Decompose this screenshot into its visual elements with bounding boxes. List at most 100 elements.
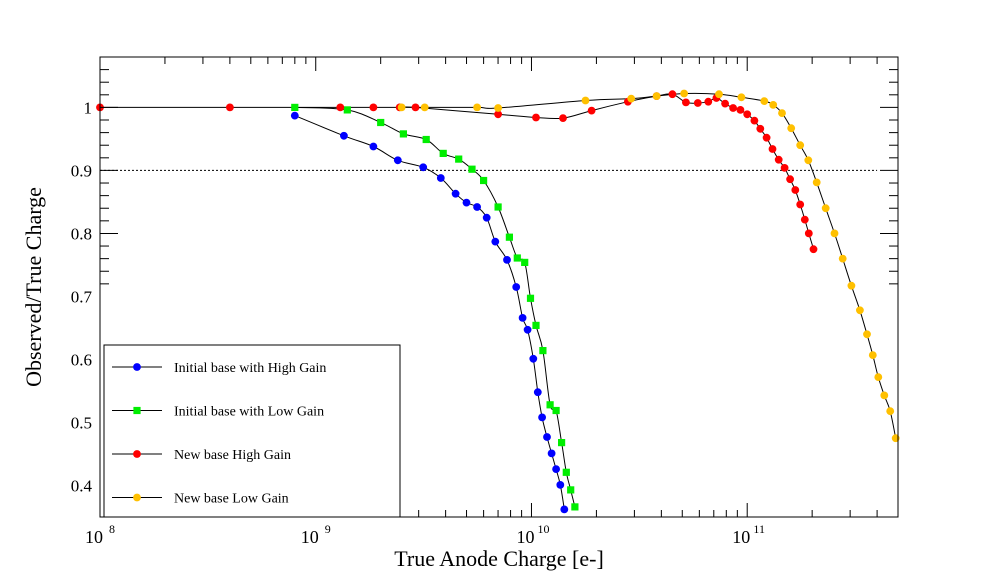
series-1-point-18 (538, 413, 546, 422)
series-2-point-16 (539, 347, 547, 355)
series-4-point-8 (680, 89, 688, 98)
series-1-point-10 (482, 213, 491, 222)
x-tick-label-exponent: 8 (109, 522, 115, 536)
series-1-point-11 (491, 237, 500, 246)
series-4-point-14 (787, 124, 796, 133)
series-line-4 (401, 92, 897, 439)
series-3-point-13 (668, 90, 677, 99)
series-2-point-4 (399, 130, 407, 138)
x-tick-label: 10 (85, 527, 103, 547)
series-3-point-10 (587, 106, 596, 115)
plot-frame (99, 56, 899, 518)
series-4-point-25 (874, 373, 883, 381)
plot-frame-group (99, 56, 899, 518)
legend-label-3: New base High Gain (174, 448, 291, 463)
series-3-point-14 (682, 98, 690, 107)
series-3-point-24 (762, 133, 771, 142)
series-line-2 (294, 106, 576, 508)
series-2-point-17 (546, 401, 554, 409)
series-4-point-23 (863, 330, 871, 339)
series-2-point-3 (377, 118, 385, 127)
legend-marker-3 (133, 450, 141, 458)
legend-marker-2 (133, 406, 141, 415)
series-3-point-9 (559, 114, 567, 122)
x-tick-label-exponent: 10 (537, 522, 549, 536)
series-1-point-2 (340, 131, 348, 140)
x-tick-label: 10 (301, 527, 319, 547)
series-3-point-30 (796, 200, 805, 209)
series-4-point-12 (769, 101, 778, 109)
series-1-point-3 (369, 142, 378, 151)
series-4-point-2 (420, 103, 429, 112)
series-4-point-7 (652, 92, 661, 100)
series-3-point-4 (369, 103, 378, 112)
y-tick-label: 0.5 (71, 413, 92, 432)
series-2-point-14 (526, 294, 535, 302)
series-2-point-2 (343, 106, 351, 114)
series-3-point-21 (743, 110, 752, 119)
legend-box (103, 344, 401, 518)
series-4-point-22 (856, 306, 864, 315)
series-1-point-13 (512, 283, 521, 291)
series-1-point-8 (462, 198, 471, 207)
series-2-point-19 (558, 439, 566, 447)
x-tick-label: 10 (516, 527, 534, 547)
series-3-point-25 (768, 145, 777, 153)
series-3-point-22 (750, 116, 759, 125)
series-4-point-20 (838, 254, 847, 263)
series-2-point-13 (521, 258, 529, 266)
y-tick-label: 0.4 (71, 476, 93, 495)
series-2-point-21 (567, 486, 575, 494)
series-1-point-5 (419, 163, 428, 172)
series-3-point-2 (226, 103, 234, 112)
series-3-point-27 (780, 164, 789, 172)
y-tick-label: 1 (84, 98, 93, 117)
series-3-point-26 (774, 155, 783, 164)
series-2-point-7 (455, 155, 463, 163)
series-3-point-29 (791, 186, 800, 194)
series-4-point-18 (821, 204, 830, 213)
legend: Initial base with High Gain Initial base … (103, 344, 401, 518)
series-3-point-15 (693, 99, 702, 107)
series-1-point-9 (473, 203, 481, 211)
legend-marker-4 (133, 493, 141, 502)
series-3-point-7 (494, 110, 502, 119)
series-3-point-28 (786, 175, 794, 184)
x-tick-label-exponent: 11 (753, 522, 765, 536)
series-2-point-6 (439, 149, 447, 157)
series-4-point-3 (473, 103, 481, 112)
y-tick-label: 0.7 (71, 287, 93, 306)
series-4-point-4 (494, 104, 502, 112)
series-4-point-9 (715, 90, 723, 99)
series-4-point-24 (868, 351, 877, 359)
series-1-point-17 (533, 388, 542, 397)
series-1-point-20 (547, 449, 556, 458)
series-2-point-8 (468, 165, 476, 173)
series-4-point-15 (796, 141, 805, 150)
series-3-point-33 (809, 245, 818, 254)
series-3-point-20 (736, 106, 745, 114)
series-2-point-12 (513, 254, 521, 262)
series-2-point-11 (505, 233, 513, 241)
series-2-point-20 (562, 468, 570, 476)
legend-marker-1 (133, 363, 141, 371)
series-1-point-1 (290, 111, 299, 120)
series-1-point-6 (436, 174, 445, 182)
series-4-point-26 (880, 391, 889, 400)
series-1-point-12 (503, 256, 511, 264)
series-4-point-16 (804, 156, 813, 165)
series-2-point-15 (532, 321, 540, 329)
series-1-point-15 (523, 325, 532, 334)
series-4-point-17 (812, 178, 821, 187)
series-1-point-22 (556, 481, 565, 489)
x-axis-title: True Anode Charge [e-] (394, 546, 604, 571)
series-1-point-23 (560, 505, 569, 514)
y-tick-label: 0.6 (71, 350, 92, 369)
x-tick-label: 10 (732, 527, 750, 547)
series-4-point-21 (847, 281, 856, 290)
y-tick-label: 0.8 (71, 224, 92, 243)
series-3-point-8 (532, 113, 540, 122)
